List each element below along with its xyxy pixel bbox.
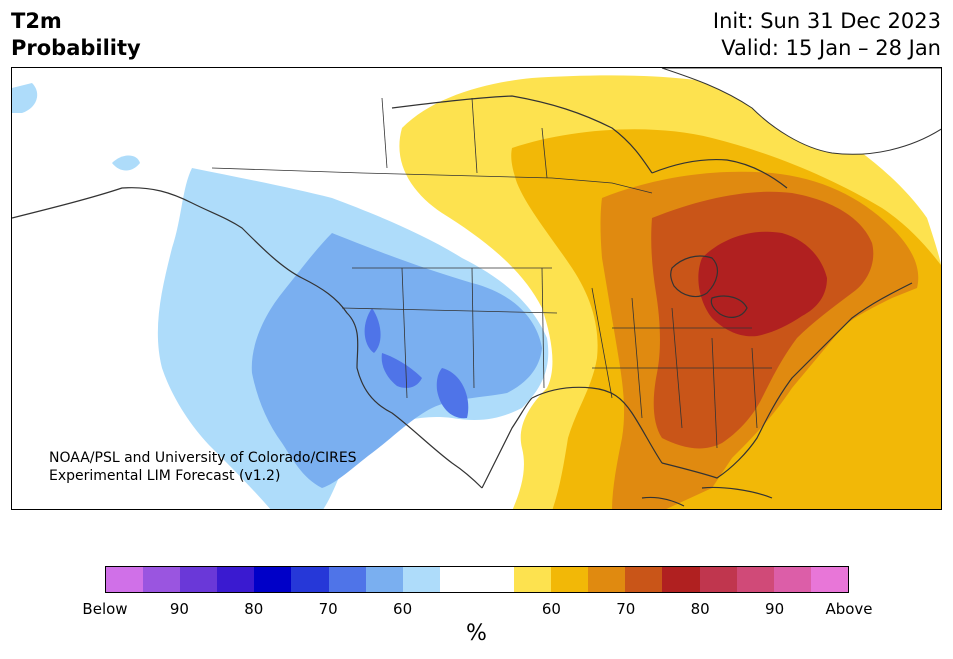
colorbar-tick-label: 90 — [169, 600, 189, 618]
colorbar-segment — [217, 567, 255, 592]
chart-title: T2m Probability — [11, 8, 141, 62]
below-normal-region-60b — [12, 83, 38, 113]
above-normal-region-above — [698, 231, 827, 337]
colorbar-segment — [625, 567, 663, 592]
colorbar-segment — [514, 567, 552, 592]
colorbar-segment — [328, 567, 366, 592]
forecast-dates: Init: Sun 31 Dec 2023 Valid: 15 Jan – 28… — [713, 8, 941, 62]
colorbar-segment — [365, 567, 403, 592]
title-variable: T2m — [11, 9, 62, 33]
colorbar-ticks: Below 90 80 70 60 60 70 80 90 Above — [0, 600, 953, 620]
colorbar-segment — [662, 567, 700, 592]
map-svg — [12, 68, 941, 509]
political-borders — [211, 97, 772, 449]
below-normal-region-60c — [112, 155, 140, 171]
colorbar-segment — [773, 567, 811, 592]
colorbar-segment — [588, 567, 626, 592]
init-date: Init: Sun 31 Dec 2023 — [712, 9, 941, 33]
colorbar — [105, 566, 849, 593]
colorbar-tick-label: 60 — [541, 600, 561, 618]
colorbar-segment — [439, 567, 477, 592]
colorbar-tick-label: Below — [82, 600, 128, 618]
colorbar-tick-label: 80 — [690, 600, 710, 618]
greenland — [661, 68, 941, 155]
below-normal-region-80a — [364, 308, 381, 353]
colorbar-tick-label: 70 — [616, 600, 636, 618]
colorbar-segment — [254, 567, 292, 592]
credit-text: NOAA/PSL and University of Colorado/CIRE… — [49, 449, 357, 485]
colorbar-unit: % — [466, 621, 487, 646]
valid-range: Valid: 15 Jan – 28 Jan — [721, 36, 941, 60]
colorbar-segment — [106, 567, 144, 592]
colorbar-tick-label: 70 — [318, 600, 338, 618]
colorbar-segment — [476, 567, 515, 592]
colorbar-tick-label: Above — [825, 600, 873, 618]
colorbar-tick-label: 80 — [244, 600, 264, 618]
colorbar-segment — [551, 567, 589, 592]
colorbar-segment — [143, 567, 181, 592]
colorbar-segment — [180, 567, 218, 592]
colorbar-segment — [810, 567, 848, 592]
colorbar-segment — [291, 567, 329, 592]
colorbar-segment — [699, 567, 737, 592]
colorbar-segment — [402, 567, 440, 592]
below-normal-region-80b — [381, 353, 422, 388]
colorbar-tick-label: 60 — [393, 600, 413, 618]
colorbar-segment — [736, 567, 774, 592]
coastlines — [12, 95, 913, 507]
title-probability: Probability — [11, 36, 141, 60]
below-normal-region-80c — [436, 368, 469, 419]
forecast-map — [11, 67, 942, 510]
credit-line-2: Experimental LIM Forecast (v1.2) — [49, 468, 281, 484]
colorbar-tick-label: 90 — [765, 600, 785, 618]
credit-line-1: NOAA/PSL and University of Colorado/CIRE… — [49, 450, 357, 466]
